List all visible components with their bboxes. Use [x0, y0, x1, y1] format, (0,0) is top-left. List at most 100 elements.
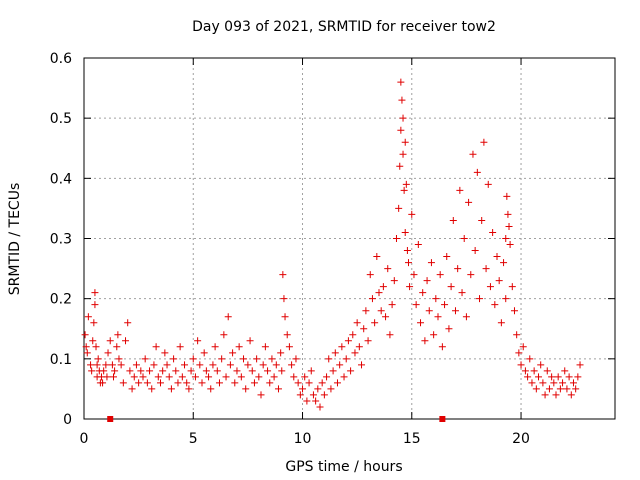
data-point [211, 343, 219, 351]
y-tick-label: 0.3 [50, 232, 72, 248]
data-point [146, 367, 154, 375]
data-point [94, 355, 102, 363]
data-point [278, 367, 286, 375]
data-point [406, 283, 414, 291]
data-point [259, 361, 267, 369]
data-point [329, 367, 337, 375]
data-point [139, 373, 147, 381]
data-point [111, 367, 119, 375]
data-point [264, 367, 272, 375]
data-point [141, 355, 149, 363]
data-point [541, 391, 549, 399]
data-point [277, 349, 285, 357]
data-point [128, 385, 136, 393]
data-point [104, 349, 112, 357]
data-point [152, 343, 160, 351]
data-point [323, 373, 331, 381]
data-point [279, 271, 287, 279]
data-point [548, 373, 556, 381]
chart-title: Day 093 of 2021, SRMTID for receiver tow… [192, 19, 496, 35]
data-point [108, 361, 116, 369]
data-point [451, 307, 459, 315]
data-point [392, 235, 400, 242]
data-point [84, 313, 92, 321]
data-point [176, 343, 184, 351]
data-point [327, 385, 335, 393]
data-point [93, 361, 101, 369]
data-point [410, 271, 418, 279]
data-point [124, 319, 132, 327]
data-point [403, 247, 411, 255]
data-point [397, 78, 405, 86]
data-point [399, 114, 407, 122]
data-point [224, 313, 232, 321]
data-point [503, 192, 511, 200]
data-point [497, 319, 505, 327]
data-point [178, 373, 186, 381]
data-point [307, 367, 315, 375]
data-point [132, 361, 140, 369]
data-point [535, 373, 543, 381]
data-point [519, 343, 527, 351]
data-point [539, 379, 547, 387]
data-point [340, 373, 348, 381]
data-point [114, 331, 122, 339]
data-point [458, 289, 466, 297]
data-point [396, 162, 404, 170]
data-point [517, 361, 525, 369]
data-point [270, 373, 278, 381]
data-point [309, 391, 317, 399]
data-point [103, 373, 111, 381]
data-point [550, 379, 558, 387]
data-point [532, 385, 540, 393]
data-point [82, 343, 90, 351]
tick-layer: 0 0.1 0.2 0.3 0.4 0.5 0.6 0 5 10 15 20 [50, 51, 615, 447]
data-point [510, 307, 518, 315]
data-point [189, 355, 197, 363]
data-point [115, 355, 123, 363]
y-tick-label: 0.4 [50, 171, 72, 187]
data-point [167, 385, 175, 393]
data-point [218, 355, 226, 363]
data-point [473, 168, 481, 176]
data-point [342, 355, 350, 363]
y-tick-label: 0.1 [50, 352, 72, 368]
data-point [471, 247, 479, 255]
data-point [505, 222, 513, 230]
data-point [402, 180, 410, 188]
data-point [253, 355, 261, 363]
data-point [181, 361, 189, 369]
data-point [288, 361, 296, 369]
data-point [395, 204, 403, 212]
data-point [379, 283, 387, 291]
data-point [427, 259, 435, 267]
data-point [257, 391, 265, 399]
data-point [102, 361, 110, 369]
data-point [161, 349, 169, 357]
data-point [358, 361, 366, 369]
data-point [255, 373, 263, 381]
y-tick-label: 0.2 [50, 292, 72, 308]
data-point [318, 379, 326, 387]
data-point [563, 385, 571, 393]
data-point [110, 373, 117, 381]
data-point [246, 337, 254, 345]
data-point [143, 379, 151, 387]
data-point [242, 385, 250, 393]
data-point [508, 283, 516, 291]
data-point [456, 186, 464, 194]
data-point [362, 307, 370, 315]
data-point [375, 289, 383, 297]
data-point [148, 385, 156, 393]
data-point [414, 241, 422, 249]
data-point [421, 337, 429, 345]
data-point [183, 379, 191, 387]
data-point [156, 379, 164, 387]
data-point [447, 283, 455, 291]
data-point [303, 397, 311, 405]
data-point [469, 150, 477, 158]
y-tick-label: 0 [63, 412, 72, 428]
data-point [117, 361, 125, 369]
data-point [491, 301, 499, 309]
